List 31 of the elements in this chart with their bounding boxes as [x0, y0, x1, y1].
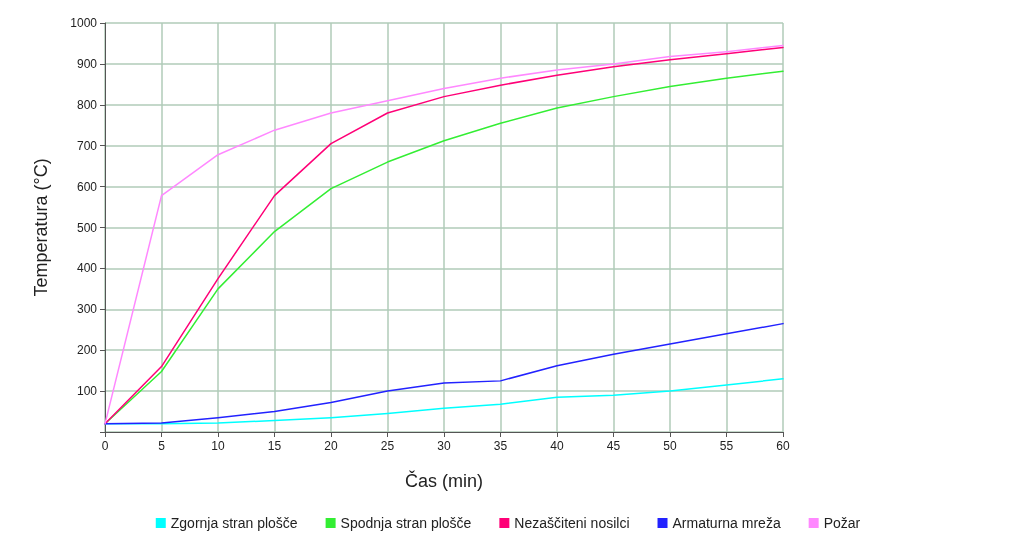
legend-label: Armaturna mreža — [672, 515, 781, 531]
x-tick-label: 20 — [324, 439, 338, 453]
y-tick-label: 700 — [76, 138, 98, 153]
legend-label: Spodnja stran plošče — [340, 515, 472, 531]
x-tick-label: 40 — [550, 439, 564, 453]
y-tick-label: 400 — [76, 261, 98, 276]
y-tick-label: 200 — [76, 343, 98, 358]
x-tick-label: 30 — [437, 439, 451, 453]
y-tick-label: 1000 — [70, 16, 98, 30]
legend-label: Zgornja stran plošče — [170, 515, 298, 531]
line-series — [104, 322, 784, 425]
x-tick-label: 50 — [663, 439, 677, 453]
x-tick-label: 10 — [211, 439, 225, 453]
x-tick-label: 35 — [493, 439, 508, 453]
y-tick-label: 900 — [76, 56, 98, 71]
x-axis-title: Čas (min) — [404, 470, 484, 491]
x-tick-label: 60 — [776, 439, 790, 453]
x-tick-label: 5 — [158, 439, 166, 453]
y-axis-title: Temperatura (°C) — [31, 158, 51, 297]
x-tick-label: 0 — [101, 439, 109, 453]
x-tick-label: 45 — [606, 439, 621, 453]
y-tick-label: 600 — [76, 179, 98, 194]
x-tick-label: 55 — [719, 439, 734, 453]
legend-label: Požar — [823, 515, 861, 531]
y-tick-label: 300 — [76, 302, 98, 317]
x-tick-label: 25 — [380, 439, 395, 453]
legend-label: Nezaščiteni nosilci — [514, 515, 630, 531]
y-tick-label: 100 — [76, 384, 98, 399]
x-tick-label: 15 — [267, 439, 282, 453]
y-tick-label: 500 — [76, 220, 98, 235]
y-tick-label: 800 — [76, 97, 98, 112]
